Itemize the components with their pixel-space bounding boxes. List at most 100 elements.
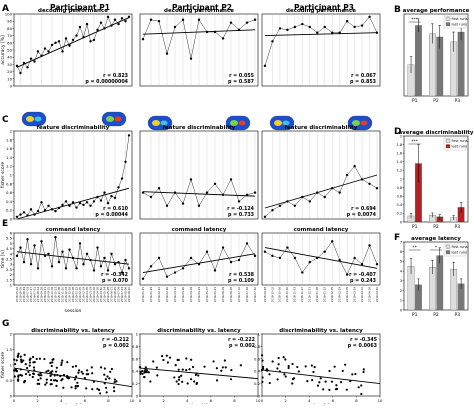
data-point xyxy=(160,355,164,358)
x-tick-label: 4 xyxy=(308,398,311,403)
x-tick-label: 2019-07-02 xyxy=(237,287,241,302)
data-point xyxy=(149,195,153,199)
data-point xyxy=(22,211,26,214)
data-point xyxy=(189,256,193,260)
series-line xyxy=(264,165,378,217)
data-point xyxy=(173,376,176,379)
data-point xyxy=(113,196,117,200)
data-point xyxy=(127,267,131,270)
data-point xyxy=(205,250,209,253)
data-point xyxy=(173,271,177,274)
data-point xyxy=(103,367,106,370)
data-point xyxy=(239,364,242,367)
data-point xyxy=(67,377,70,380)
x-tick-label: 2018-09-11 xyxy=(43,287,47,302)
x-tick-label: 2019-08-20 xyxy=(127,287,131,302)
data-point xyxy=(49,361,52,365)
x-tick-label: 2018-07-03 xyxy=(25,287,29,302)
x-tick-label: 2018-11-20 xyxy=(60,287,64,302)
data-point xyxy=(82,263,85,266)
data-point xyxy=(261,359,264,362)
data-point xyxy=(77,371,80,374)
chart-title: average discriminability xyxy=(398,130,473,136)
data-point xyxy=(177,358,180,362)
data-point xyxy=(17,352,20,355)
y-tick-label: 5 xyxy=(400,260,402,264)
data-point xyxy=(301,271,304,274)
data-point xyxy=(81,372,85,375)
data-point xyxy=(335,384,338,387)
x-tick-label: 0 xyxy=(261,398,264,403)
x-tick-label: 10 xyxy=(130,398,135,403)
data-point xyxy=(203,365,206,368)
legend-label: first runs xyxy=(452,139,468,143)
data-point xyxy=(213,269,217,272)
x-tick-label: 2019-03-19 xyxy=(88,287,92,302)
y-tick-label: 0 xyxy=(400,220,402,224)
panel-letter: D xyxy=(394,127,401,137)
data-point xyxy=(68,44,71,47)
x-tick-label: 2018-11-27 xyxy=(300,287,304,302)
data-point xyxy=(301,22,304,26)
chart-title: decoding performance xyxy=(164,8,234,14)
x-tick-label: 2019-05-07 xyxy=(205,287,209,302)
data-point xyxy=(263,250,267,253)
data-point xyxy=(106,375,109,378)
data-point xyxy=(85,22,89,26)
data-point xyxy=(181,380,184,383)
y-tick-label: 1.4 xyxy=(6,155,13,160)
x-tick-label: 2019-07-23 xyxy=(120,287,124,302)
y-tick-label: 0.2 xyxy=(132,381,139,386)
x-tick-label: 6 xyxy=(332,398,335,403)
data-point xyxy=(375,263,379,266)
x-tick-label: 2019-07-30 xyxy=(253,287,257,302)
data-point xyxy=(174,364,177,367)
data-point xyxy=(15,215,19,218)
x-tick-label: 2019-02-05 xyxy=(78,287,82,302)
data-point xyxy=(375,187,379,190)
data-point xyxy=(351,373,354,376)
y-tick-label: 4 xyxy=(10,251,13,256)
data-point xyxy=(36,209,40,213)
data-point xyxy=(261,376,264,379)
y-tick-label: 0 xyxy=(136,394,139,399)
data-point xyxy=(85,373,88,376)
y-tick-label: 5 xyxy=(10,241,13,246)
x-tick-label: 2018-11-13 xyxy=(293,287,297,302)
participant-title-3: Participant P3 xyxy=(294,3,354,12)
x-tick-label: 2018-09-18 xyxy=(263,287,267,302)
data-point xyxy=(47,252,50,255)
data-point xyxy=(186,382,189,385)
data-point xyxy=(60,361,63,364)
data-point xyxy=(50,378,53,382)
y-tick-label: 1 xyxy=(400,177,402,181)
chart-G3: discriminability vs. latency 0 0.2 0.4 0.6 0.… xyxy=(254,328,383,408)
data-point xyxy=(54,209,57,213)
trend-line xyxy=(16,251,130,265)
topography-hotspot xyxy=(282,120,290,126)
x-tick-label: 2019-03-19 xyxy=(352,287,356,302)
data-point xyxy=(83,376,86,380)
data-point xyxy=(362,370,365,374)
data-point xyxy=(265,368,268,371)
stat-r: r = 0.055 xyxy=(229,73,254,79)
data-point xyxy=(245,21,249,24)
data-point xyxy=(68,204,71,207)
data-point xyxy=(197,18,201,21)
x-tick-label: 2018-12-04 xyxy=(64,287,68,302)
data-point xyxy=(157,20,161,23)
x-tick-label: 2019-01-22 xyxy=(323,287,327,302)
topography-map xyxy=(101,111,127,127)
data-point xyxy=(90,366,93,369)
x-tick-label: 2019-01-29 xyxy=(149,287,153,302)
data-point xyxy=(32,361,35,364)
data-point xyxy=(308,25,311,29)
data-point xyxy=(99,392,102,395)
x-tick-label: 8 xyxy=(107,398,110,403)
data-point xyxy=(106,269,110,272)
y-tick-label: 0.4 xyxy=(254,369,261,374)
data-point xyxy=(13,375,16,378)
y-tick-label: 0.4 xyxy=(6,199,13,204)
